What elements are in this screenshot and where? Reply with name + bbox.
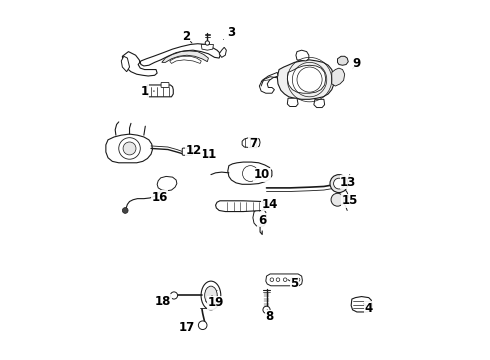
Text: 13: 13 xyxy=(340,176,356,189)
Text: 11: 11 xyxy=(200,148,217,161)
Polygon shape xyxy=(266,274,302,286)
Ellipse shape xyxy=(201,281,221,310)
Polygon shape xyxy=(219,47,226,57)
Text: 6: 6 xyxy=(258,214,267,227)
Polygon shape xyxy=(157,176,177,191)
Polygon shape xyxy=(216,201,266,212)
Polygon shape xyxy=(351,297,372,312)
Circle shape xyxy=(198,321,207,329)
Polygon shape xyxy=(332,68,344,86)
Polygon shape xyxy=(147,85,173,97)
Polygon shape xyxy=(122,56,129,72)
Circle shape xyxy=(334,178,344,189)
Text: 1: 1 xyxy=(141,85,154,98)
FancyBboxPatch shape xyxy=(161,82,169,87)
Circle shape xyxy=(331,193,344,206)
Polygon shape xyxy=(314,99,324,108)
Text: 19: 19 xyxy=(207,296,224,309)
Polygon shape xyxy=(253,209,267,226)
Polygon shape xyxy=(296,50,309,61)
Circle shape xyxy=(330,175,348,193)
Polygon shape xyxy=(287,65,326,93)
Text: 18: 18 xyxy=(155,295,172,308)
Circle shape xyxy=(283,278,287,282)
Polygon shape xyxy=(170,56,201,63)
Polygon shape xyxy=(259,72,278,93)
Text: 12: 12 xyxy=(186,144,202,157)
FancyBboxPatch shape xyxy=(182,148,192,155)
Circle shape xyxy=(270,278,274,282)
Circle shape xyxy=(123,142,136,155)
Circle shape xyxy=(291,278,294,282)
Text: 3: 3 xyxy=(223,27,235,40)
Polygon shape xyxy=(228,162,272,184)
Polygon shape xyxy=(277,60,334,99)
Polygon shape xyxy=(201,44,214,50)
Text: 17: 17 xyxy=(179,321,195,334)
Text: 7: 7 xyxy=(249,137,257,150)
Text: 5: 5 xyxy=(288,278,298,291)
Text: 10: 10 xyxy=(254,168,270,181)
Text: 14: 14 xyxy=(261,198,277,211)
Text: 9: 9 xyxy=(353,57,361,70)
Polygon shape xyxy=(287,98,298,107)
Circle shape xyxy=(205,41,210,45)
Text: 4: 4 xyxy=(364,302,373,315)
Text: 15: 15 xyxy=(342,194,358,207)
Text: 16: 16 xyxy=(151,191,168,204)
Circle shape xyxy=(122,208,128,213)
Polygon shape xyxy=(162,51,208,62)
Text: 8: 8 xyxy=(265,310,273,324)
Circle shape xyxy=(263,306,270,314)
Polygon shape xyxy=(106,134,152,163)
Ellipse shape xyxy=(205,286,217,305)
Circle shape xyxy=(243,166,258,181)
Circle shape xyxy=(276,278,280,282)
Circle shape xyxy=(296,278,300,282)
Circle shape xyxy=(171,292,177,299)
Circle shape xyxy=(119,138,140,159)
Polygon shape xyxy=(338,56,348,65)
Polygon shape xyxy=(242,138,260,148)
Polygon shape xyxy=(122,44,220,76)
Text: 2: 2 xyxy=(182,30,192,43)
